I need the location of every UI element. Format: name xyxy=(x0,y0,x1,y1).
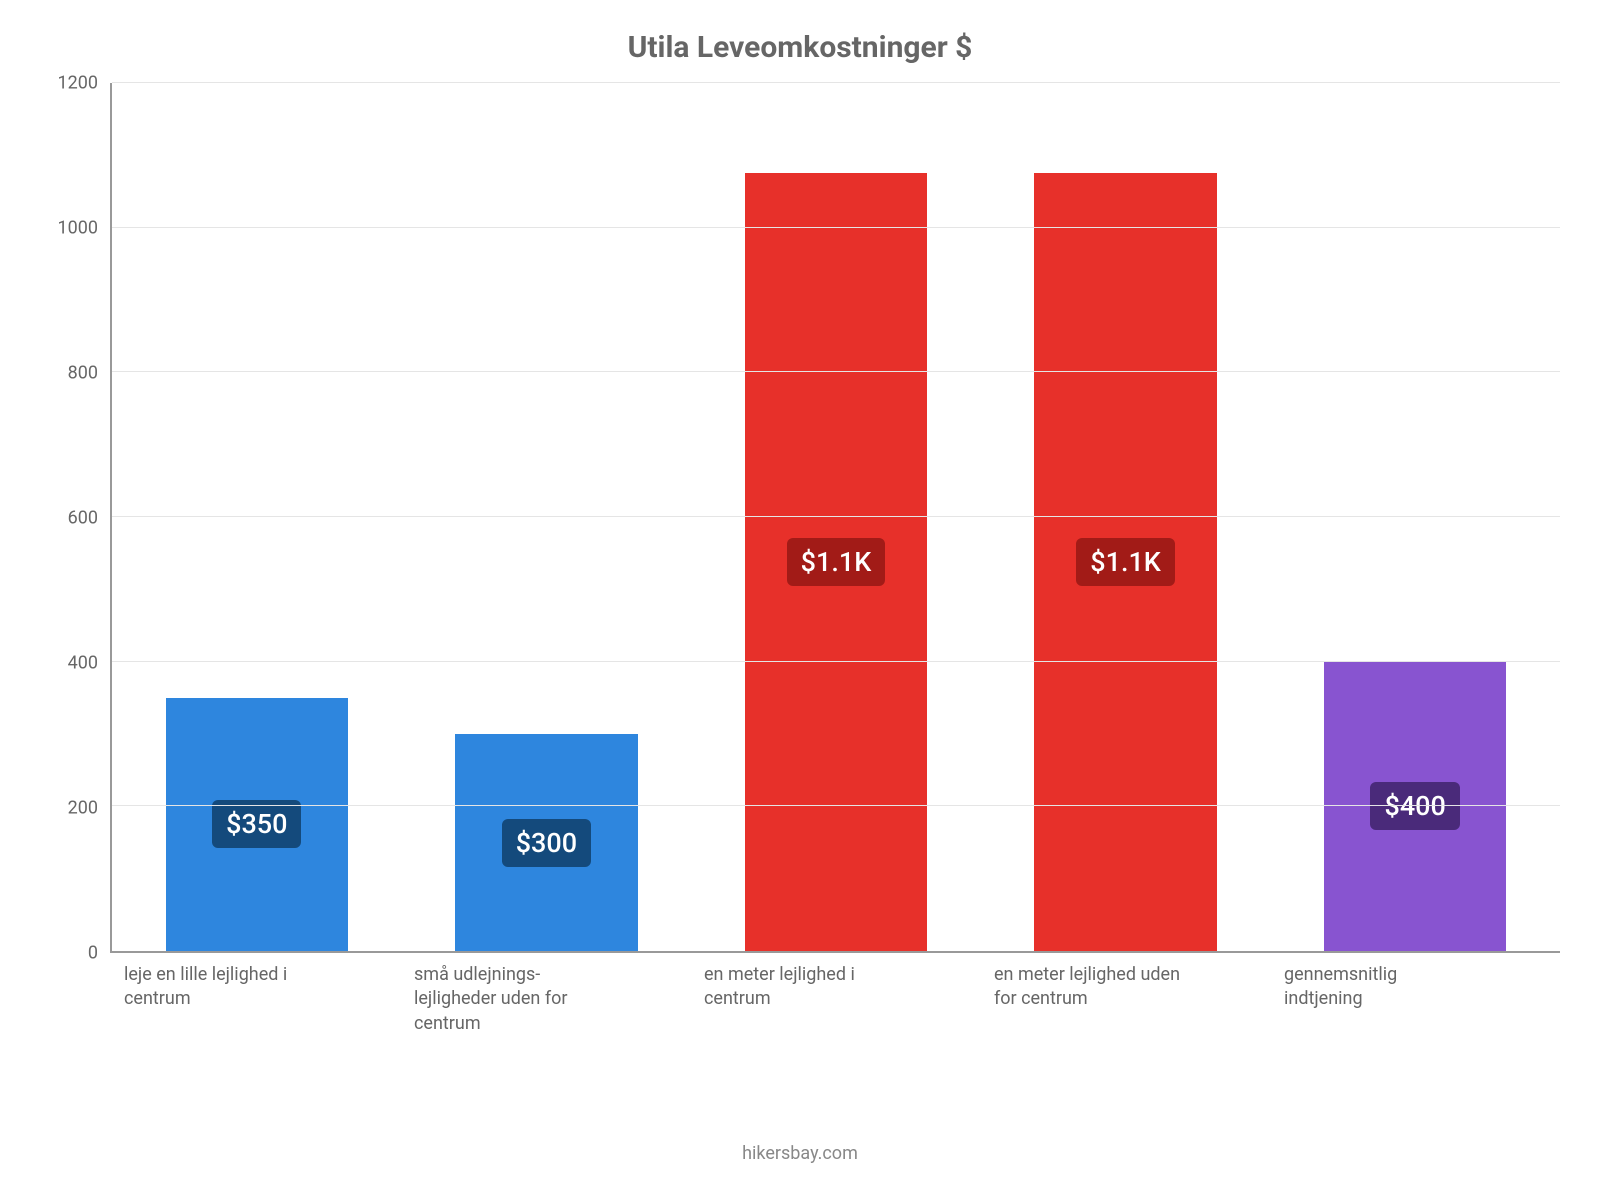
grid-line xyxy=(112,805,1560,806)
y-tick-label: 200 xyxy=(68,798,98,819)
bar-value-label: $350 xyxy=(212,800,301,848)
x-label-slot: gennemsnitlig indtjening xyxy=(1270,963,1560,1113)
bar-slot: $400 xyxy=(1270,83,1560,951)
chart-footer: hikersbay.com xyxy=(40,1143,1560,1164)
bar: $300 xyxy=(455,734,637,951)
x-axis-labels: leje en lille lejlighed i centrum små udl… xyxy=(110,963,1560,1113)
x-label-slot: en meter lejlighed uden for centrum xyxy=(980,963,1270,1113)
x-axis-label: en meter lejlighed i centrum xyxy=(704,963,894,1012)
x-label-slot: leje en lille lejlighed i centrum xyxy=(110,963,400,1113)
bar-slot: $350 xyxy=(112,83,402,951)
cost-of-living-chart: Utila Leveomkostninger $ 0 200 400 600 800 10… xyxy=(0,0,1600,1200)
bar: $1.1K xyxy=(1034,173,1216,951)
bar: $350 xyxy=(166,698,348,951)
x-axis-label: en meter lejlighed uden for centrum xyxy=(994,963,1184,1012)
bar-value-label: $1.1K xyxy=(787,538,886,586)
x-label-slot: små udlejnings-lejligheder uden for cent… xyxy=(400,963,690,1113)
chart-title: Utila Leveomkostninger $ xyxy=(40,30,1560,65)
x-label-slot: en meter lejlighed i centrum xyxy=(690,963,980,1113)
y-tick-label: 800 xyxy=(68,363,98,384)
bar-value-label: $1.1K xyxy=(1076,538,1175,586)
x-axis-label: gennemsnitlig indtjening xyxy=(1284,963,1474,1012)
y-tick-label: 600 xyxy=(68,508,98,529)
grid-line xyxy=(112,516,1560,517)
grid-line xyxy=(112,227,1560,228)
bar-slot: $1.1K xyxy=(981,83,1271,951)
plot-row: 020040060080010001200 $350$300$1.1K$1.1K… xyxy=(40,83,1560,953)
y-axis: 020040060080010001200 xyxy=(40,83,110,953)
y-tick-label: 400 xyxy=(68,653,98,674)
bar-slot: $300 xyxy=(402,83,692,951)
y-tick-label: 0 xyxy=(88,943,98,964)
bar-slot: $1.1K xyxy=(691,83,981,951)
bars-container: $350 $300 $1.1K $1.1K $400 xyxy=(112,83,1560,951)
y-tick-label: 1200 xyxy=(58,73,98,94)
grid-line xyxy=(112,371,1560,372)
y-tick-label: 1000 xyxy=(58,218,98,239)
x-axis-label: små udlejnings-lejligheder uden for cent… xyxy=(414,963,604,1036)
bar-value-label: $300 xyxy=(502,819,591,867)
grid-line xyxy=(112,661,1560,662)
x-axis-label: leje en lille lejlighed i centrum xyxy=(124,963,314,1012)
plot-area: $350 $300 $1.1K $1.1K $400 xyxy=(110,83,1560,953)
grid-line xyxy=(112,82,1560,83)
bar: $1.1K xyxy=(745,173,927,951)
